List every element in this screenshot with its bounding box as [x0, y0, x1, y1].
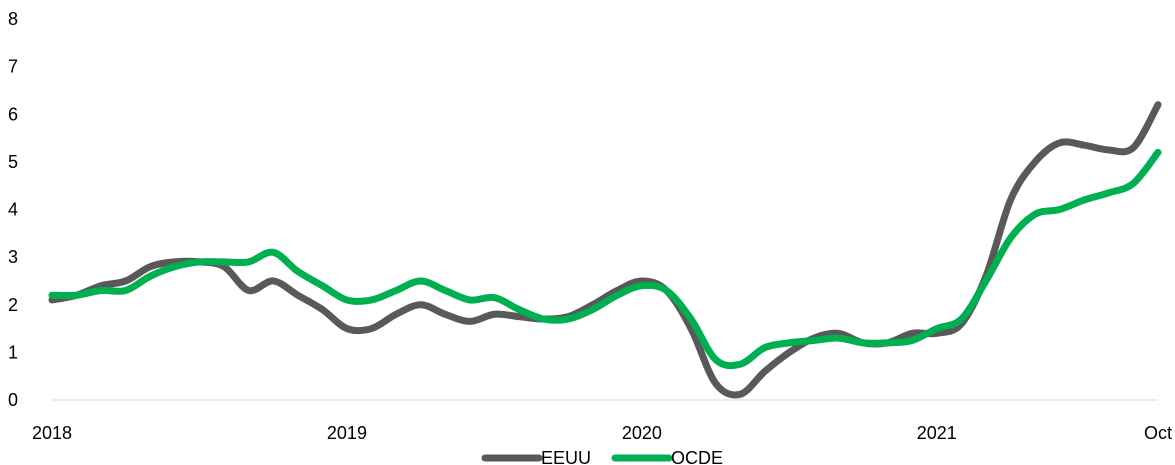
- x-tick-label: 2020: [622, 423, 662, 443]
- y-tick-label: 8: [8, 9, 18, 29]
- series-lines: [48, 101, 1162, 399]
- y-tick-label: 0: [8, 390, 18, 410]
- legend-label-eeuu: EEUU: [541, 448, 591, 465]
- y-axis-tick-labels: 0 1 2 3 4 5 6 7 8: [8, 9, 18, 410]
- x-tick-label: 2021: [917, 423, 957, 443]
- y-tick-label: 6: [8, 104, 18, 124]
- x-tick-label: 2019: [327, 423, 367, 443]
- x-tick-label: Oct: [1144, 423, 1172, 443]
- x-axis-tick-labels: 2018 2019 2020 2021 Oct: [32, 423, 1172, 443]
- y-tick-label: 3: [8, 247, 18, 267]
- y-tick-label: 5: [8, 152, 18, 172]
- y-tick-label: 4: [8, 200, 18, 220]
- legend-label-ocde: OCDE: [671, 448, 723, 465]
- y-tick-label: 1: [8, 342, 18, 362]
- y-tick-label: 7: [8, 57, 18, 77]
- y-tick-label: 2: [8, 295, 18, 315]
- x-tick-label: 2018: [32, 423, 72, 443]
- series-line-ocde: [48, 148, 1162, 370]
- legend: EEUU OCDE: [481, 448, 723, 465]
